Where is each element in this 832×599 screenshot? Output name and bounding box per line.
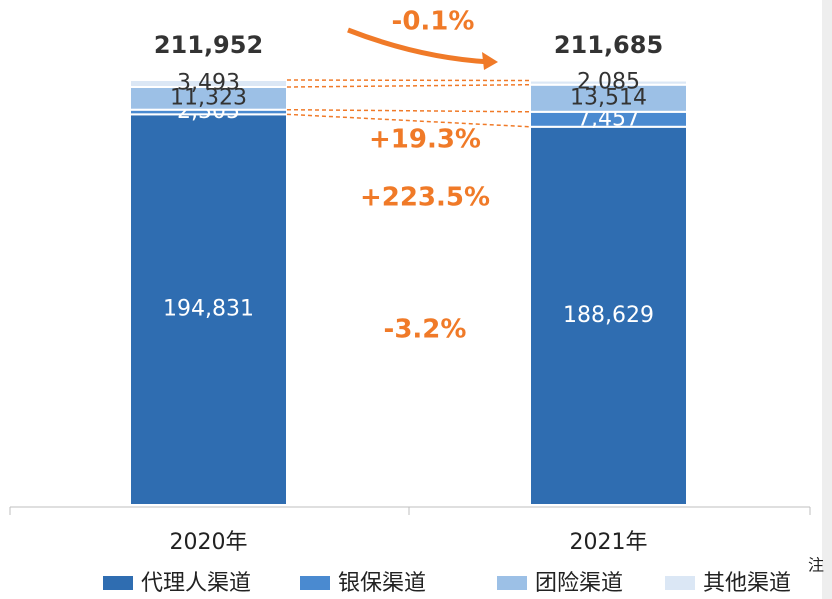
scrollbar (822, 0, 832, 599)
legend-note: 注 (808, 556, 824, 575)
legend-label: 其他渠道 (703, 571, 791, 596)
annotation: -3.2% (384, 315, 467, 345)
arrow (347, 27, 491, 65)
total-label: 211,685 (554, 31, 663, 59)
connector (286, 113, 531, 128)
connector (286, 83, 531, 88)
value-label: 194,831 (163, 297, 254, 322)
legend-swatch (665, 576, 695, 590)
bar-segment (529, 83, 688, 113)
legend-swatch (103, 576, 133, 590)
arrow-head (482, 52, 498, 70)
connector (286, 79, 531, 82)
legend-label: 银保渠道 (338, 571, 426, 596)
legend-label: 代理人渠道 (141, 571, 251, 596)
value-label: 11,323 (170, 85, 247, 110)
value-label: 13,514 (570, 85, 647, 110)
x-tick-label: 2021年 (570, 530, 648, 555)
value-label: 3,493 (177, 71, 240, 96)
legend-swatch (300, 576, 330, 590)
bar-segment (129, 79, 288, 89)
bar-segment (529, 125, 688, 506)
value-label: 188,629 (563, 303, 654, 328)
annotation: -0.1% (392, 7, 475, 37)
annotation: +19.3% (369, 125, 481, 155)
legend-label: 团险渠道 (535, 571, 623, 596)
connector (286, 108, 531, 113)
bar-segment (129, 113, 288, 506)
legend-swatch (497, 576, 527, 590)
x-tick-label: 2020年 (170, 530, 248, 555)
value-label: 2,085 (577, 70, 640, 95)
total-label: 211,952 (154, 31, 263, 59)
annotation: +223.5% (360, 183, 490, 213)
bar-segment (529, 79, 688, 86)
